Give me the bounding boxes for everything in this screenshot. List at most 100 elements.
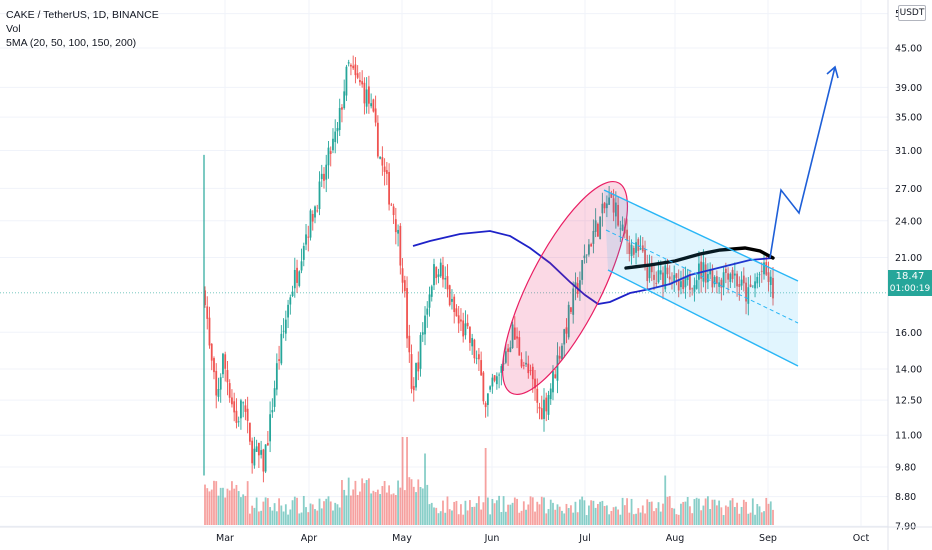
candle-body (480, 360, 483, 376)
volume-bar (653, 511, 655, 525)
volume-bar (213, 480, 215, 525)
symbol-title[interactable]: CAKE / TetherUS, 1D, BINANCE (6, 9, 159, 21)
channel-upper-line (603, 189, 799, 282)
volume-bar (529, 496, 532, 525)
volume-bar (740, 506, 743, 525)
projection-arrowhead (826, 65, 839, 79)
volume-bar (446, 496, 449, 525)
volume-bar (543, 497, 545, 525)
candle-body (367, 86, 370, 104)
volume-bar (567, 508, 570, 525)
volume-bar (570, 505, 572, 525)
candle-body (765, 262, 768, 275)
volume-bar (453, 501, 456, 525)
candle-body (282, 330, 285, 332)
candle-body (354, 64, 357, 76)
volume-bar (702, 505, 705, 525)
time-axis[interactable]: MarAprMayJunJulAugSepOctNovDec2022 (0, 526, 932, 544)
candle-body (529, 370, 532, 371)
candle-body (406, 288, 408, 339)
candle-body (596, 223, 599, 237)
volume-bar (769, 501, 772, 525)
volume-bar (767, 503, 770, 525)
volume-bar (237, 491, 240, 525)
candle-body (293, 269, 296, 289)
candle-body (731, 269, 734, 280)
volume-bar (215, 481, 218, 525)
candle-body (489, 386, 492, 390)
candle-body (650, 262, 653, 273)
candle-body (350, 64, 352, 67)
candle-body (588, 244, 590, 255)
candle-body (769, 276, 772, 285)
volume-bar (563, 513, 566, 525)
price-tick-label: 14.00 (895, 364, 922, 375)
volume-bar (531, 497, 534, 525)
volume-bar (489, 514, 492, 525)
volume-indicator-label[interactable]: Vol (6, 23, 21, 35)
volume-bar (320, 508, 323, 525)
volume-bar (428, 504, 431, 525)
candle-body (385, 170, 388, 174)
volume-bar (323, 501, 325, 525)
candle-body (695, 280, 698, 289)
candle-body (536, 388, 539, 403)
volume-bar (426, 484, 429, 525)
candle-body (751, 285, 754, 287)
volume-bar (554, 509, 557, 525)
volume-bar (477, 496, 480, 525)
channel-mid-line (605, 229, 799, 324)
volume-bar (388, 485, 390, 525)
volume-bar (240, 497, 242, 525)
volume-bar (307, 512, 310, 525)
volume-bar (619, 514, 622, 525)
candle-body (538, 406, 541, 409)
volume-bar (675, 514, 678, 525)
candle-body (473, 339, 476, 359)
volume-bar (763, 511, 765, 525)
volume-bar (257, 511, 260, 525)
volume-bar (318, 498, 321, 525)
volume-bar (509, 504, 512, 525)
price-tick-label: 45.00 (895, 44, 922, 55)
volume-bar (558, 506, 561, 525)
candle-body (275, 363, 278, 390)
candle-body (390, 204, 393, 206)
candle-body (612, 198, 615, 213)
candle-body (334, 131, 337, 143)
volume-bar (367, 478, 370, 525)
volume-bar (309, 503, 312, 525)
volume-bar (374, 492, 377, 525)
candle-body (617, 204, 619, 226)
volume-bar (596, 503, 599, 525)
candle-body (363, 82, 366, 104)
candle-body (439, 262, 442, 277)
candle-body (307, 236, 310, 238)
last-price-value: 18.47 (895, 271, 925, 282)
volume-bar (704, 498, 707, 525)
volume-bar (666, 496, 669, 525)
candle-body (516, 336, 518, 339)
volume-bar (359, 491, 361, 525)
candle-body (298, 271, 301, 286)
currency-badge[interactable]: USDT (898, 5, 926, 21)
candle-body (713, 276, 716, 285)
candle-body (392, 206, 395, 216)
candle-body (327, 147, 330, 166)
volume-bar (249, 513, 251, 525)
volume-bar (648, 501, 651, 525)
ma-indicator-label[interactable]: 5MA (20, 50, 100, 150, 200) (6, 37, 137, 49)
volume-bar (495, 500, 498, 525)
volume-bar (617, 509, 619, 525)
price-tick-label: 11.00 (895, 431, 922, 442)
volume-bar (724, 505, 727, 525)
volume-bar (522, 501, 525, 525)
candle-body (509, 347, 512, 353)
candle-body (204, 290, 206, 305)
volume-bar (574, 501, 577, 525)
volume-bar (430, 502, 433, 525)
candle-body (666, 267, 669, 275)
candle-body (260, 450, 263, 455)
candle-body (455, 308, 458, 317)
